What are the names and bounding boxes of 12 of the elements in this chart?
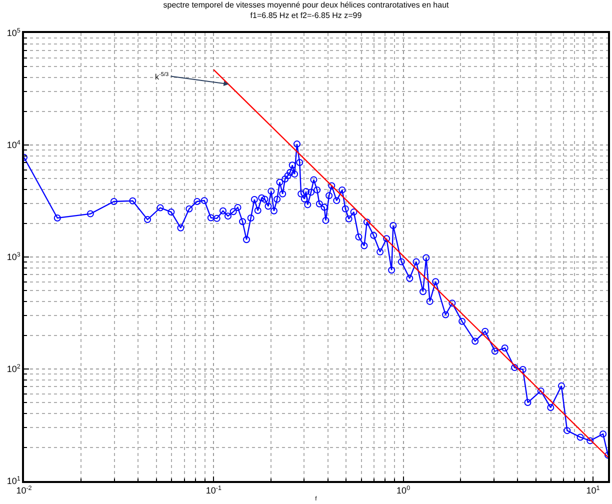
chart-subtitle: f1=6.85 Hz et f2=-6.85 Hz z=99 [250,10,362,20]
annotation: k$^{-5/3}$ [155,71,169,82]
y-tick-label: 10$^{4}$ [6,139,21,150]
chart-title: spectre temporel de vitesses moyenné pour deux hélices contrarotatives en haut [163,0,450,10]
y-tick-label: 10$^{5}$ [6,27,21,38]
x-tick-label: 10$^{-1}$ [206,484,222,496]
x-tick-label: 10$^{1}$ [586,484,600,496]
x-tick-label: 10$^{-2}$ [16,484,32,496]
y-tick-label: 10$^{2}$ [6,363,21,374]
y-tick-label: 10$^{1}$ [6,475,21,486]
x-tick-label: 10$^{0}$ [396,484,411,496]
y-tick-label: 10$^{3}$ [6,251,21,262]
